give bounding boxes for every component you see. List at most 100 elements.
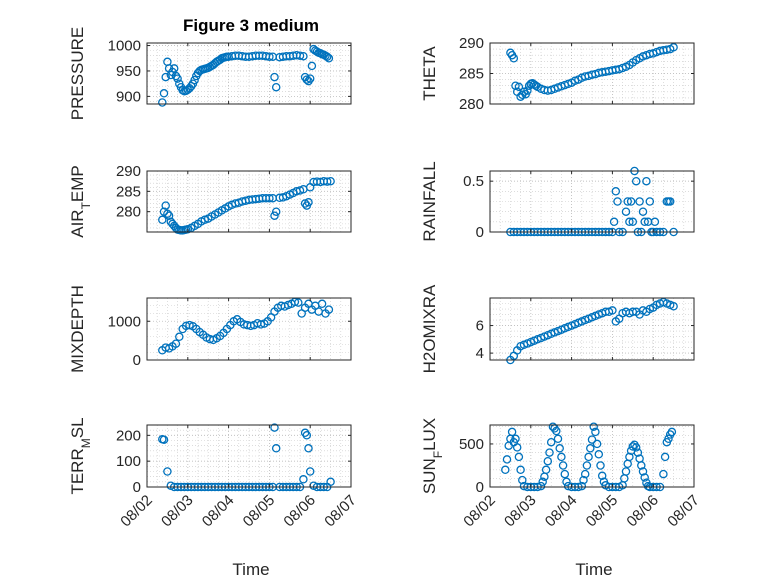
data-point bbox=[317, 299, 327, 309]
data-point bbox=[640, 473, 649, 482]
x-tick-label: 08/05 bbox=[240, 492, 279, 531]
data-point bbox=[159, 89, 169, 98]
data-point bbox=[635, 197, 644, 206]
axes-box bbox=[489, 297, 695, 361]
data-point bbox=[299, 51, 308, 61]
data-point bbox=[552, 426, 561, 436]
y-tick-label: 290 bbox=[459, 35, 484, 52]
data-point bbox=[623, 197, 632, 206]
data-point bbox=[642, 176, 651, 186]
y-tick-label: 950 bbox=[116, 63, 141, 80]
y-axis-label: H2OMIXRA bbox=[420, 284, 439, 373]
data-point bbox=[543, 456, 553, 466]
data-point bbox=[597, 471, 607, 481]
data-point bbox=[501, 465, 510, 475]
axes-box bbox=[146, 297, 352, 361]
data-point bbox=[322, 52, 332, 61]
data-point bbox=[640, 217, 649, 227]
data-point bbox=[621, 467, 631, 476]
axes-box bbox=[489, 424, 695, 488]
data-point bbox=[586, 444, 595, 453]
y-tick-label: 4 bbox=[476, 345, 484, 362]
x-axis-label-left: Time bbox=[232, 560, 269, 579]
data-point bbox=[302, 431, 312, 440]
data-point bbox=[613, 197, 622, 206]
y-axis-label: RAINFALL bbox=[420, 161, 439, 241]
y-tick-label: 0 bbox=[476, 224, 484, 241]
y-axis-label: TERRMSL bbox=[68, 417, 93, 494]
data-point bbox=[638, 207, 648, 216]
subplot-rainfall: 0 0.5 RAINFALL bbox=[420, 161, 695, 242]
subplot-mixdepth: 0 1000 MIXDEPTH bbox=[68, 285, 352, 373]
data-point bbox=[558, 461, 568, 470]
x-tick-label: 08/04 bbox=[542, 492, 581, 531]
y-tick-label: 0.5 bbox=[463, 173, 484, 190]
data-point bbox=[307, 61, 317, 71]
data-point bbox=[536, 481, 546, 491]
data-point bbox=[305, 467, 315, 476]
data-point bbox=[324, 305, 334, 314]
data-point bbox=[596, 461, 605, 470]
data-point bbox=[171, 339, 181, 348]
data-point bbox=[577, 481, 587, 491]
x-tick-label: 08/07 bbox=[664, 492, 703, 531]
data-point bbox=[502, 455, 512, 464]
data-point bbox=[579, 475, 588, 485]
y-tick-label: 0 bbox=[476, 479, 484, 496]
data-point bbox=[326, 176, 335, 186]
data-point bbox=[594, 450, 604, 459]
data-point bbox=[295, 51, 305, 60]
data-point bbox=[669, 302, 678, 311]
y-axis-label: SUNFLUX bbox=[420, 418, 445, 494]
data-point bbox=[322, 177, 332, 186]
data-point bbox=[270, 72, 279, 82]
y-tick-label: 100 bbox=[116, 453, 141, 470]
data-point bbox=[158, 215, 167, 225]
data-point bbox=[637, 461, 646, 470]
y-tick-label: 280 bbox=[459, 96, 484, 113]
data-point bbox=[294, 298, 303, 307]
data-point bbox=[628, 442, 638, 451]
x-tick-label: 08/07 bbox=[321, 492, 360, 531]
data-point bbox=[161, 72, 170, 82]
data-point bbox=[669, 43, 678, 52]
y-tick-label: 290 bbox=[116, 163, 141, 180]
y-tick-label: 6 bbox=[476, 318, 484, 335]
y-tick-label: 0 bbox=[133, 479, 141, 496]
data-point bbox=[304, 198, 313, 207]
data-point bbox=[173, 74, 182, 83]
data-point bbox=[591, 427, 600, 437]
data-point bbox=[660, 452, 670, 462]
y-axis-label: AIRTEMP bbox=[68, 165, 93, 238]
data-point bbox=[163, 209, 172, 218]
x-tick-label: 08/03 bbox=[501, 492, 540, 531]
x-tick-label: 08/02 bbox=[460, 492, 499, 531]
data-point bbox=[580, 469, 590, 479]
y-tick-label: 200 bbox=[116, 427, 141, 444]
y-tick-label: 280 bbox=[116, 204, 141, 221]
axes-box bbox=[146, 424, 352, 488]
data-point bbox=[324, 54, 334, 63]
y-axis-label: THETA bbox=[420, 46, 439, 101]
data-point bbox=[523, 86, 532, 95]
data-point bbox=[659, 469, 668, 479]
x-tick-label: 08/04 bbox=[199, 492, 238, 531]
x-tick-label: 08/05 bbox=[583, 492, 622, 531]
data-point bbox=[516, 465, 525, 475]
data-point bbox=[159, 435, 169, 444]
data-point bbox=[164, 211, 174, 220]
data-point bbox=[265, 52, 274, 61]
y-tick-label: 1000 bbox=[108, 313, 141, 330]
data-point bbox=[161, 201, 170, 210]
data-point bbox=[304, 444, 313, 453]
data-point bbox=[271, 82, 281, 92]
data-point bbox=[557, 452, 566, 462]
data-point bbox=[270, 211, 279, 220]
figure-title: Figure 3 medium bbox=[183, 16, 319, 35]
data-point bbox=[611, 187, 621, 196]
data-point bbox=[299, 475, 308, 484]
y-tick-label: 1000 bbox=[108, 38, 141, 55]
data-point bbox=[560, 469, 570, 479]
axes-box bbox=[146, 42, 352, 105]
